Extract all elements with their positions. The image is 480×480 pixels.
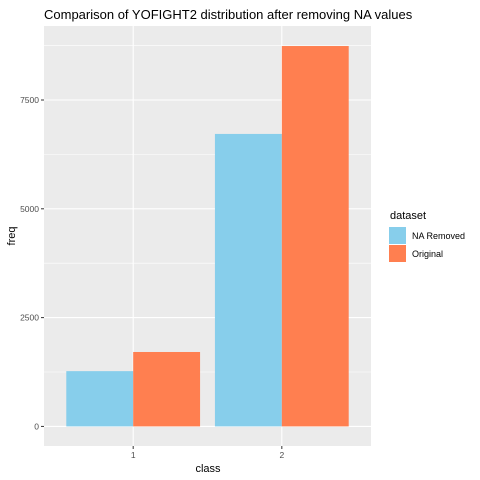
legend-key	[389, 245, 406, 262]
legend-label: NA Removed	[412, 231, 465, 241]
y-tick-label: 7500	[20, 95, 39, 105]
x-tick-label: 2	[279, 450, 284, 460]
y-tick-label: 2500	[20, 313, 39, 323]
x-tick-label: 1	[131, 450, 136, 460]
y-tick-label: 5000	[20, 204, 39, 214]
x-axis-title: class	[195, 463, 221, 475]
legend: dataset NA Removed Original	[389, 210, 465, 262]
y-axis-ticks: 0 2500 5000 7500	[20, 95, 44, 431]
bar	[133, 351, 201, 427]
bars	[66, 46, 349, 427]
y-tick-label: 0	[34, 421, 39, 431]
bar	[66, 371, 134, 427]
legend-title: dataset	[390, 210, 426, 222]
bar	[281, 46, 349, 427]
legend-key	[389, 227, 406, 244]
chart-title: Comparison of YOFIGHT2 distribution afte…	[44, 7, 413, 22]
bar	[214, 133, 282, 427]
y-axis-title: freq	[6, 227, 18, 246]
legend-label: Original	[412, 249, 443, 259]
